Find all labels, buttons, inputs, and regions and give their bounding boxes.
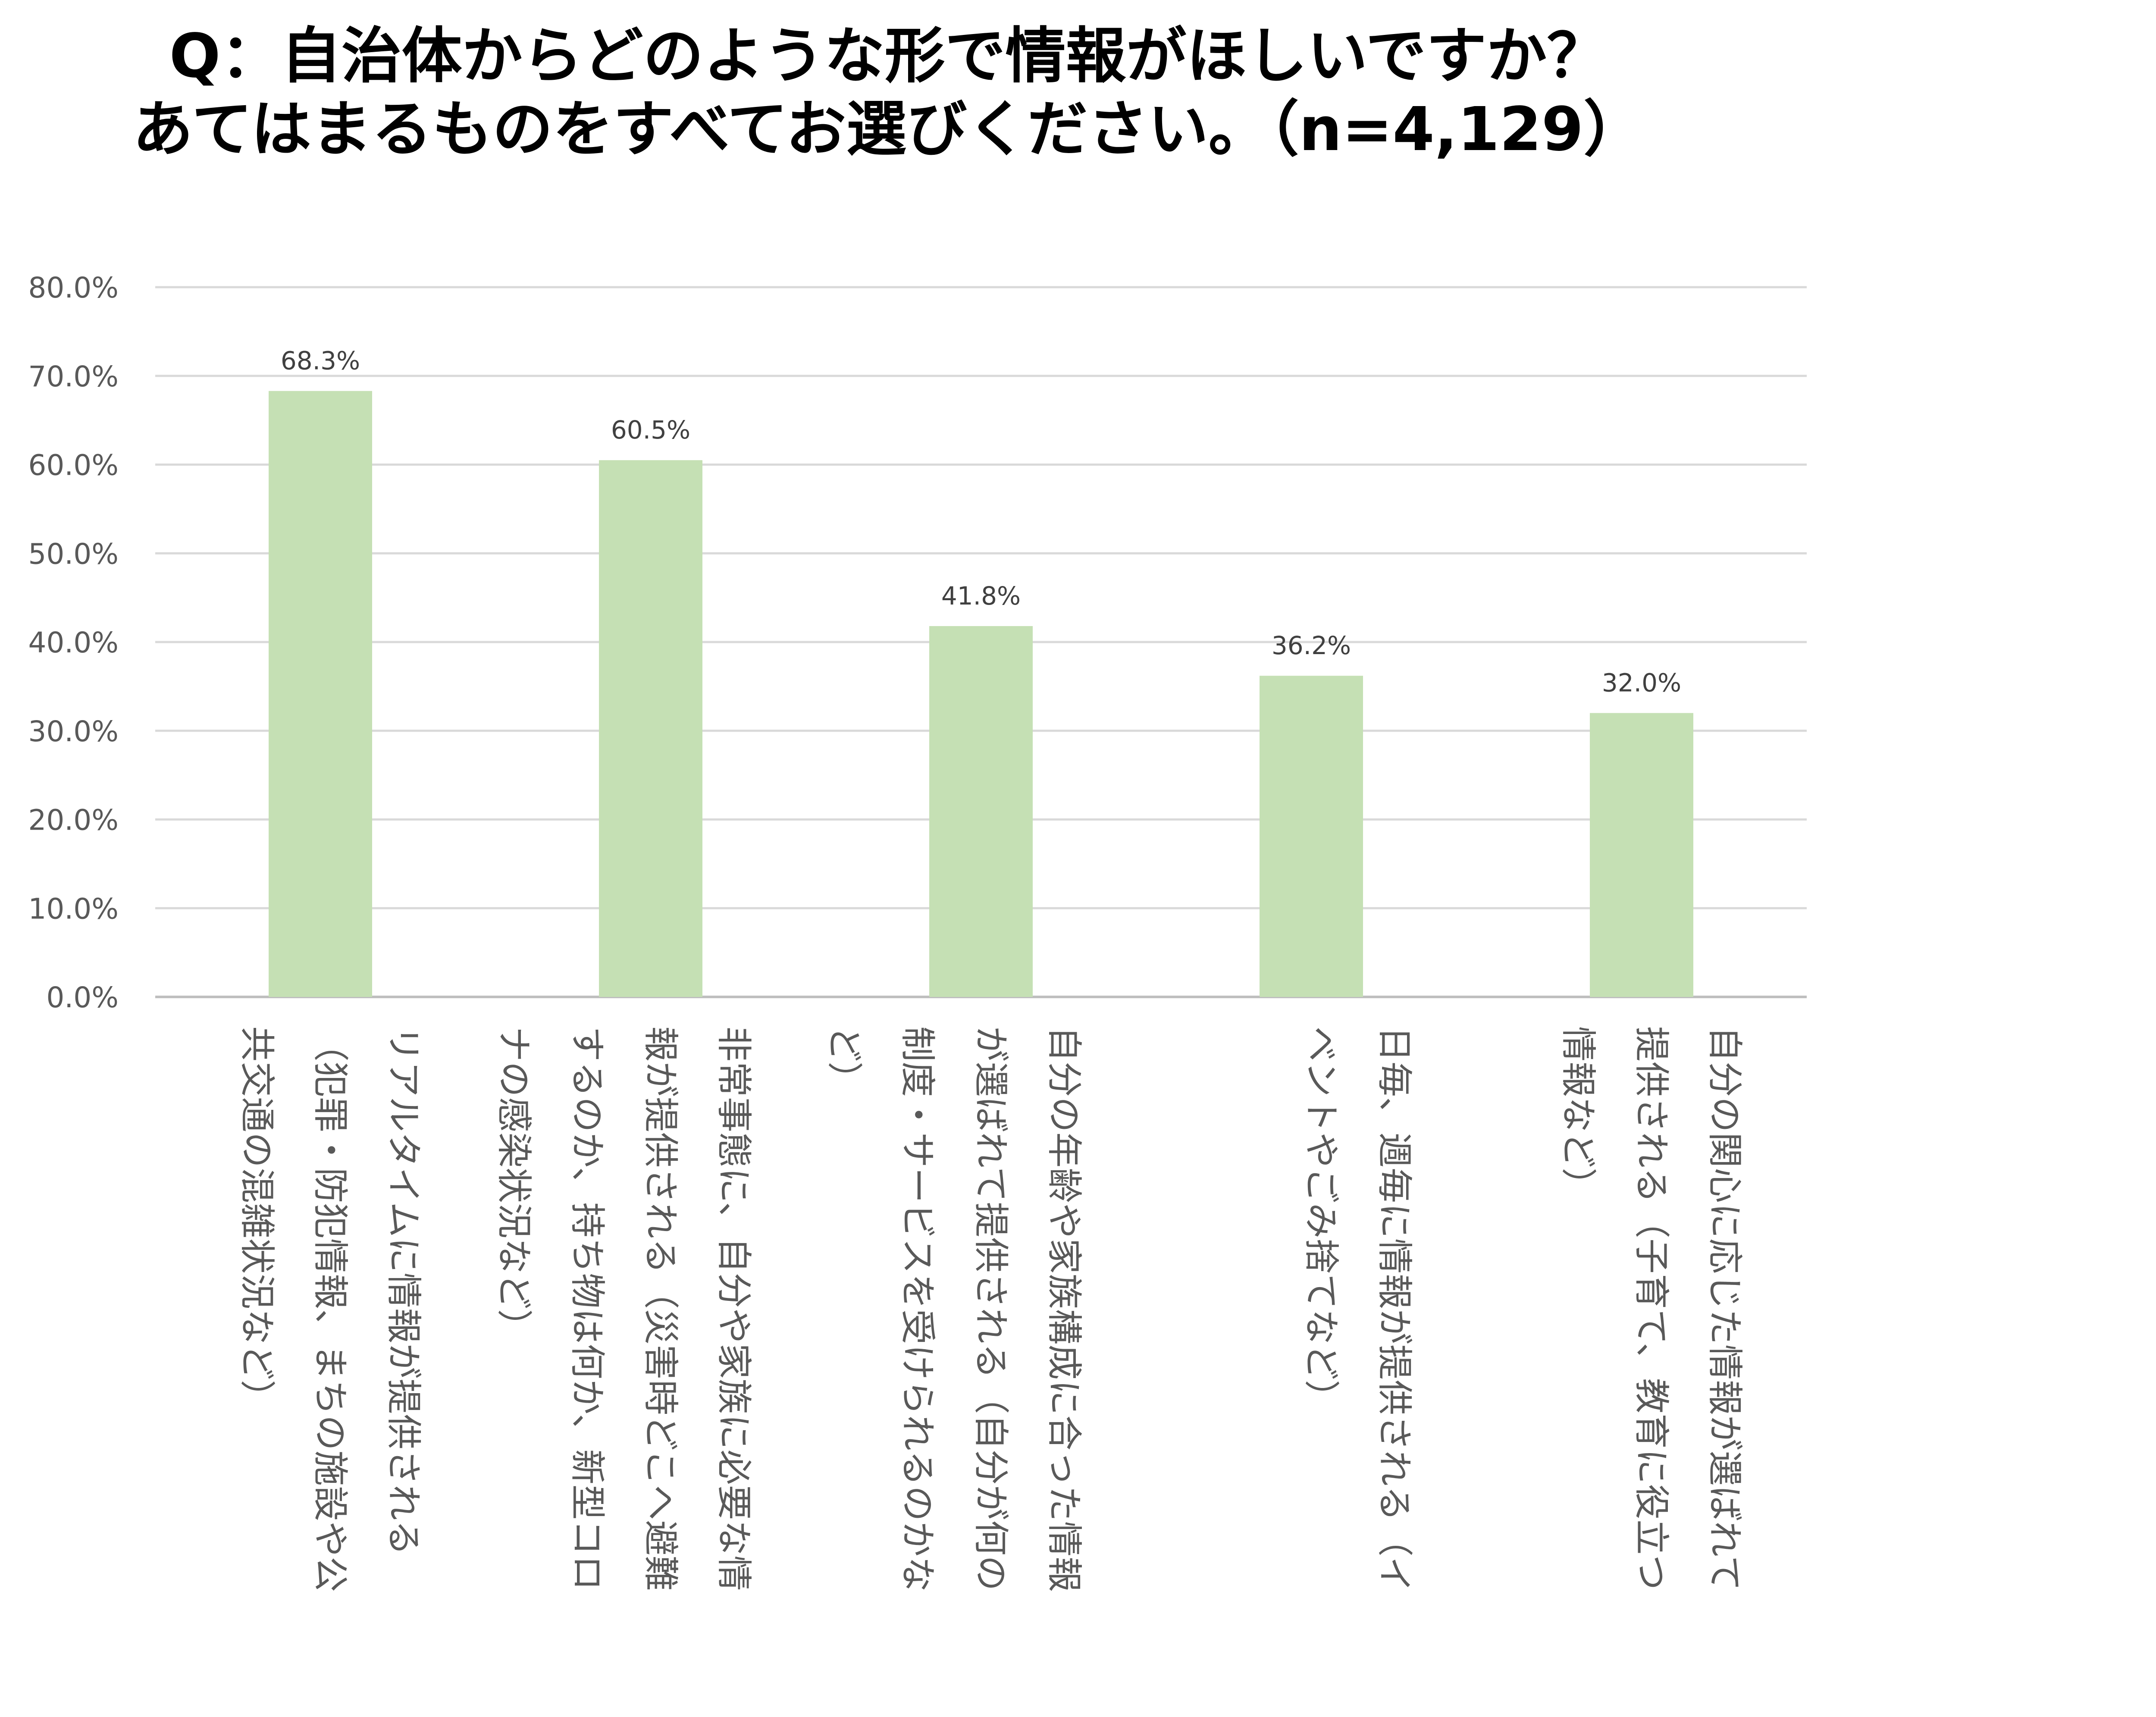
- category-label-line: （犯罪・防犯情報、まちの施設や公: [310, 1026, 351, 1592]
- y-tick-label: 70.0%: [28, 360, 119, 393]
- category-label-line: ベントやごみ捨てなど）: [1300, 1026, 1341, 1415]
- data-label: 60.5%: [611, 415, 690, 445]
- bar: [599, 460, 702, 997]
- data-labels: 68.3% 60.5% 41.8% 36.2% 32.0%: [281, 346, 1681, 698]
- category-label-line: 日毎、週毎に情報が提供される（イ: [1374, 1026, 1415, 1592]
- category-label-line: 報が提供される（災害時どこへ避難: [640, 1026, 681, 1591]
- data-label: 41.8%: [941, 581, 1021, 611]
- category-label-line: 制度・サービスを受けられるのかな: [897, 1026, 938, 1592]
- bar: [929, 626, 1033, 997]
- category-label-line: リアルタイムに情報が提供される: [383, 1026, 424, 1556]
- category-label-line: 情報など）: [1557, 1026, 1598, 1203]
- category-labels: リアルタイムに情報が提供される （犯罪・防犯情報、まちの施設や公共交通の混雑状況な…: [236, 1026, 1745, 1592]
- data-label: 36.2%: [1272, 631, 1351, 660]
- y-axis-tick-labels: 0.0% 10.0% 20.0% 30.0% 40.0% 50.0% 60.0% 70.0% 8…: [28, 271, 119, 1014]
- category-label-line: 非常事態に、自分や家族に必要な情: [713, 1026, 754, 1591]
- y-tick-label: 30.0%: [28, 715, 119, 748]
- data-label: 68.3%: [281, 346, 360, 376]
- category-label-line: が選ばれて提供される（自分が何の: [970, 1026, 1011, 1591]
- y-tick-label: 20.0%: [28, 804, 119, 837]
- y-tick-label: 80.0%: [28, 271, 119, 304]
- bar: [1590, 713, 1693, 997]
- y-tick-label: 0.0%: [46, 981, 119, 1014]
- category-label-line: 提供される（子育て、教育に役立つ: [1631, 1026, 1672, 1590]
- category-label-line: 共交通の混雑状況など）: [236, 1026, 277, 1415]
- chart-subtitle: あてはまるものをすべてお選びください。（n=4,129）: [133, 94, 1644, 165]
- y-tick-label: 50.0%: [28, 537, 119, 570]
- y-tick-label: 60.0%: [28, 449, 119, 482]
- category-label-line: ど）: [824, 1026, 865, 1097]
- bar: [1260, 676, 1363, 997]
- bars: [269, 391, 1693, 997]
- y-tick-label: 40.0%: [28, 626, 119, 659]
- category-label-line: 自分の年齢や家族構成に合った情報: [1044, 1026, 1084, 1592]
- category-label-line: ナの感染状況など）: [493, 1026, 534, 1344]
- category-label-line: するのか、持ち物は何か、新型コロ: [567, 1026, 608, 1591]
- category-label-line: 自分の関心に応じた情報が選ばれて: [1704, 1026, 1745, 1591]
- y-tick-label: 10.0%: [28, 892, 119, 925]
- chart-title: Q：自治体からどのような形で情報がほしいですか？: [169, 21, 1608, 91]
- bar: [269, 391, 372, 997]
- data-label: 32.0%: [1602, 668, 1681, 698]
